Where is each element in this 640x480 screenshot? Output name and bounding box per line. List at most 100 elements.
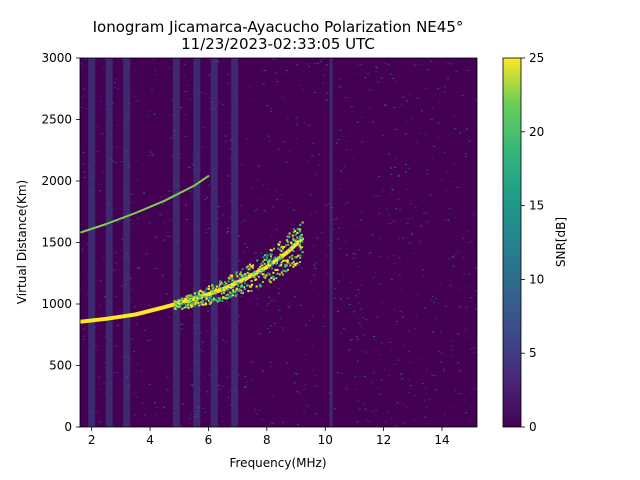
noise-speckle bbox=[256, 413, 259, 415]
noise-speckle bbox=[267, 135, 270, 137]
noise-speckle bbox=[296, 124, 299, 126]
noise-speckle bbox=[356, 317, 359, 319]
noise-speckle bbox=[358, 322, 361, 324]
noise-speckle bbox=[270, 108, 272, 110]
echo-scatter bbox=[299, 246, 302, 249]
noise-speckle bbox=[322, 74, 325, 76]
noise-speckle bbox=[454, 128, 457, 130]
echo-scatter bbox=[239, 271, 242, 274]
echo-scatter bbox=[285, 239, 288, 242]
echo-scatter bbox=[268, 273, 271, 276]
echo-scatter bbox=[292, 260, 295, 263]
echo-scatter bbox=[190, 301, 193, 304]
echo-scatter bbox=[243, 286, 246, 289]
echo-scatter bbox=[283, 246, 286, 248]
echo-scatter bbox=[250, 280, 253, 282]
noise-speckle bbox=[323, 316, 326, 318]
noise-speckle bbox=[454, 389, 457, 391]
echo-scatter bbox=[218, 281, 221, 284]
noise-speckle bbox=[274, 190, 277, 192]
noise-speckle bbox=[339, 86, 342, 88]
echo-scatter bbox=[173, 300, 176, 303]
noise-speckle bbox=[146, 116, 149, 118]
noise-speckle bbox=[438, 350, 441, 352]
echo-scatter bbox=[275, 277, 278, 280]
noise-speckle bbox=[408, 242, 411, 244]
echo-scatter bbox=[267, 272, 270, 275]
noise-speckle bbox=[360, 284, 363, 286]
noise-speckle bbox=[402, 237, 404, 239]
echo-scatter bbox=[280, 271, 283, 274]
echo-scatter bbox=[177, 304, 179, 307]
noise-speckle bbox=[314, 413, 317, 415]
noise-speckle bbox=[182, 403, 185, 405]
echo-scatter bbox=[289, 264, 292, 267]
noise-speckle bbox=[421, 275, 424, 277]
echo-scatter bbox=[262, 270, 265, 273]
interference-bands bbox=[88, 58, 333, 427]
noise-speckle bbox=[476, 253, 477, 255]
noise-speckle bbox=[394, 166, 397, 168]
noise-speckle bbox=[379, 283, 382, 285]
echo-scatter bbox=[224, 281, 226, 284]
noise-speckle bbox=[82, 338, 85, 340]
noise-speckle bbox=[405, 164, 408, 165]
echo-scatter bbox=[292, 231, 295, 234]
noise-speckle bbox=[101, 171, 104, 173]
echo-scatter bbox=[235, 273, 237, 276]
noise-speckle bbox=[276, 199, 279, 201]
noise-speckle bbox=[372, 372, 375, 374]
noise-speckle bbox=[453, 116, 456, 118]
y-tick-label: 0 bbox=[64, 420, 72, 434]
noise-speckle bbox=[201, 341, 204, 343]
noise-speckle bbox=[254, 210, 257, 212]
echo-scatter bbox=[211, 292, 213, 295]
noise-speckle bbox=[305, 354, 308, 356]
noise-speckle bbox=[317, 295, 320, 297]
noise-speckle bbox=[99, 280, 102, 282]
noise-speckle bbox=[379, 393, 382, 395]
noise-speckle bbox=[261, 418, 263, 420]
noise-speckle bbox=[179, 272, 182, 274]
echo-scatter bbox=[270, 253, 273, 256]
noise-speckle bbox=[113, 82, 116, 84]
noise-speckle bbox=[323, 205, 326, 207]
noise-speckle bbox=[136, 268, 139, 269]
noise-speckle bbox=[184, 135, 187, 137]
noise-speckle bbox=[339, 129, 342, 131]
noise-speckle bbox=[377, 388, 380, 389]
noise-speckle bbox=[228, 127, 231, 129]
noise-speckle bbox=[347, 297, 350, 299]
noise-speckle bbox=[154, 69, 156, 71]
noise-speckle bbox=[270, 325, 273, 327]
noise-speckle bbox=[390, 167, 392, 169]
noise-speckle bbox=[135, 159, 138, 161]
noise-speckle bbox=[386, 411, 389, 413]
echo-scatter bbox=[261, 264, 264, 267]
echo-scatter bbox=[299, 230, 301, 233]
noise-speckle bbox=[226, 232, 229, 234]
noise-speckle bbox=[256, 303, 259, 305]
noise-speckle bbox=[393, 363, 396, 365]
noise-speckle bbox=[463, 274, 466, 276]
noise-speckle bbox=[375, 409, 378, 411]
noise-speckle bbox=[318, 164, 321, 166]
echo-scatter bbox=[248, 268, 251, 271]
noise-speckle bbox=[206, 197, 209, 199]
noise-speckle bbox=[284, 73, 287, 75]
noise-speckle bbox=[229, 158, 231, 160]
noise-speckle bbox=[434, 390, 437, 392]
echo-scatter bbox=[299, 242, 301, 245]
echo-scatter bbox=[277, 247, 280, 250]
noise-speckle bbox=[345, 388, 348, 390]
echo-scatter bbox=[229, 274, 232, 277]
noise-speckle bbox=[202, 408, 205, 409]
echo-scatter bbox=[251, 275, 254, 278]
echo-scatter bbox=[227, 280, 230, 283]
echo-scatter bbox=[246, 271, 249, 274]
noise-speckle bbox=[183, 76, 186, 77]
noise-speckle bbox=[461, 95, 464, 97]
colorbar-tick-label: 25 bbox=[529, 51, 544, 65]
echo-scatter bbox=[202, 292, 205, 295]
echo-scatter bbox=[204, 291, 206, 294]
